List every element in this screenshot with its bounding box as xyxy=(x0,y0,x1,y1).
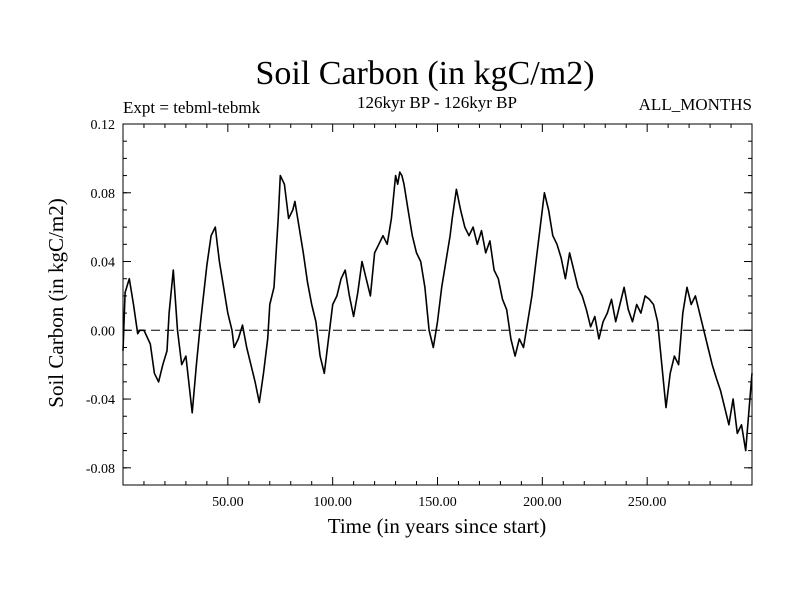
x-tick-label: 150.00 xyxy=(418,495,457,510)
x-tick-label: 100.00 xyxy=(313,495,352,510)
x-tick-label: 250.00 xyxy=(628,495,667,510)
y-tick-label: 0.08 xyxy=(91,187,116,202)
x-tick-label: 200.00 xyxy=(523,495,562,510)
plot-area: 0.12 0.08 0.04 0.00 -0.04 -0.08 50.00 100.00 150… xyxy=(86,118,753,510)
months-label: ALL_MONTHS xyxy=(639,95,752,114)
x-tick-label: 50.00 xyxy=(212,495,244,510)
chart-title: Soil Carbon (in kgC/m2) xyxy=(255,55,594,92)
plot-frame xyxy=(122,123,753,486)
y-tick-label: 0.00 xyxy=(91,324,116,339)
y-tick-label: -0.04 xyxy=(86,393,115,408)
series-line xyxy=(122,171,753,452)
time-range-label: 126kyr BP - 126kyr BP xyxy=(357,93,517,112)
experiment-label: Expt = tebml-tebmk xyxy=(123,98,261,117)
y-tick-label: 0.12 xyxy=(91,118,116,133)
y-axis-label: Soil Carbon (in kgC/m2) xyxy=(44,198,68,407)
x-axis-label: Time (in years since start) xyxy=(328,514,547,538)
y-tick-label: 0.04 xyxy=(91,256,116,271)
y-tick-label: -0.08 xyxy=(86,462,115,477)
